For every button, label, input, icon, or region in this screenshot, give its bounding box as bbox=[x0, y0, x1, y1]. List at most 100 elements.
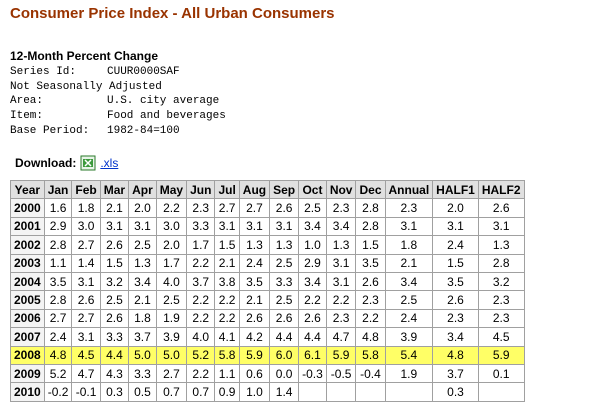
value-cell: 2.2 bbox=[214, 290, 240, 310]
value-cell: 0.1 bbox=[477, 363, 525, 384]
value-cell: 3.3 bbox=[186, 216, 216, 237]
value-cell: 3.7 bbox=[186, 271, 216, 292]
value-cell: 1.7 bbox=[186, 235, 216, 255]
value-cell: 2.6 bbox=[355, 271, 386, 292]
value-cell: 3.4 bbox=[128, 271, 157, 292]
value-cell: 2.7 bbox=[71, 235, 101, 255]
value-cell: 3.1 bbox=[325, 253, 357, 273]
value-cell: 2.4 bbox=[238, 253, 271, 273]
value-cell: 1.8 bbox=[384, 235, 434, 255]
column-header: Apr bbox=[128, 179, 157, 200]
series-metadata: Series Id: CUUR0000SAF Not Seasonally Adju… bbox=[10, 65, 226, 139]
value-cell: 3.1 bbox=[238, 216, 271, 237]
value-cell: 2.1 bbox=[99, 198, 130, 218]
value-cell: 3.7 bbox=[128, 327, 157, 347]
value-cell: 2.3 bbox=[477, 290, 525, 310]
value-cell: 3.4 bbox=[432, 327, 479, 347]
value-cell: 2.2 bbox=[298, 290, 327, 310]
value-cell: -0.3 bbox=[298, 363, 327, 384]
value-cell: 2.1 bbox=[128, 290, 157, 310]
meta-label: Series Id: bbox=[10, 66, 77, 78]
column-header: Oct bbox=[298, 179, 327, 200]
column-header: Dec bbox=[355, 179, 386, 200]
column-header: Sep bbox=[269, 179, 300, 200]
year-cell: 2007 bbox=[10, 327, 45, 347]
value-cell: 5.2 bbox=[186, 345, 216, 365]
value-cell: 1.1 bbox=[43, 253, 73, 273]
value-cell: 2.5 bbox=[298, 198, 327, 218]
value-cell: 2.3 bbox=[325, 198, 357, 218]
year-cell: 2010 bbox=[10, 382, 45, 402]
value-cell: 0.7 bbox=[186, 382, 216, 402]
value-cell: 0.3 bbox=[99, 382, 130, 402]
year-cell: 2008 bbox=[10, 345, 45, 365]
year-cell: 2000 bbox=[10, 198, 45, 218]
value-cell: 1.0 bbox=[298, 235, 327, 255]
data-row: 2009 5.2 4.7 4.3 3.3 2.7 2.2 1.1 0.6 0.0 -0.3 -0.5-… bbox=[10, 363, 525, 384]
data-row: 2005 2.8 2.6 2.5 2.1 2.5 2.2 2.2 2.1 2.5 2.2 2.2 2.3… bbox=[10, 290, 525, 310]
meta-label: Base Period: bbox=[10, 124, 90, 137]
value-cell: 2.0 bbox=[128, 198, 157, 218]
value-cell: 0.5 bbox=[128, 382, 157, 402]
column-header: Year bbox=[10, 179, 45, 200]
value-cell bbox=[477, 382, 525, 402]
value-cell: 2.6 bbox=[238, 308, 271, 329]
meta-line: Series Id: CUUR0000SAF bbox=[10, 65, 226, 80]
value-cell: 1.5 bbox=[214, 235, 240, 255]
value-cell: 1.8 bbox=[71, 198, 101, 218]
value-cell: 3.9 bbox=[384, 327, 434, 347]
value-cell: 3.1 bbox=[128, 216, 157, 237]
value-cell: 3.4 bbox=[325, 216, 357, 237]
value-cell: 3.4 bbox=[384, 271, 434, 292]
value-cell: 2.1 bbox=[238, 290, 271, 310]
value-cell: 2.7 bbox=[238, 198, 271, 218]
value-cell: 4.3 bbox=[99, 363, 130, 384]
value-cell: 2.6 bbox=[432, 290, 479, 310]
value-cell: 2.2 bbox=[214, 308, 240, 329]
cpi-table: Year Jan Feb Mar Apr May Jun Jul Aug Sep Oct Nov Dec… bbox=[10, 179, 525, 402]
value-cell: 3.1 bbox=[71, 271, 101, 292]
value-cell: 2.5 bbox=[128, 235, 157, 255]
value-cell: 3.1 bbox=[269, 216, 300, 237]
column-header: Mar bbox=[99, 179, 130, 200]
meta-label: Area: bbox=[10, 95, 44, 108]
value-cell: 2.4 bbox=[43, 327, 73, 347]
value-cell: 2.1 bbox=[384, 253, 434, 273]
value-cell: 4.8 bbox=[43, 345, 73, 365]
value-cell: 6.0 bbox=[269, 345, 300, 365]
value-cell: 5.2 bbox=[43, 363, 73, 384]
value-cell: 3.3 bbox=[269, 271, 300, 292]
value-cell: 1.0 bbox=[238, 382, 271, 402]
meta-line: Item: Food and beverages bbox=[10, 109, 226, 124]
value-cell: 2.7 bbox=[71, 308, 101, 329]
value-cell: 1.9 bbox=[384, 363, 434, 384]
value-cell: 2.7 bbox=[43, 308, 73, 329]
value-cell bbox=[355, 382, 386, 402]
meta-label: Not Seasonally Adjusted bbox=[10, 80, 162, 93]
value-cell: 2.3 bbox=[384, 198, 434, 218]
value-cell: 4.0 bbox=[186, 327, 216, 347]
value-cell: 4.2 bbox=[238, 327, 271, 347]
value-cell: 4.4 bbox=[99, 345, 130, 365]
value-cell: 2.6 bbox=[99, 308, 130, 329]
column-header: HALF1 bbox=[432, 179, 479, 200]
value-cell: -0.2 bbox=[43, 382, 73, 402]
year-cell: 2005 bbox=[10, 290, 45, 310]
value-cell: 4.8 bbox=[432, 345, 479, 365]
data-row: 2002 2.8 2.7 2.6 2.5 2.0 1.7 1.5 1.3 1.3 1.0 1.3 1.5… bbox=[10, 235, 525, 255]
value-cell: 1.3 bbox=[128, 253, 157, 273]
value-cell: 2.6 bbox=[269, 198, 300, 218]
year-cell: 2006 bbox=[10, 308, 45, 329]
value-cell: 3.4 bbox=[298, 216, 327, 237]
value-cell: 3.1 bbox=[432, 216, 479, 237]
column-header: Annual bbox=[384, 179, 434, 200]
xls-link[interactable]: .xls bbox=[100, 156, 119, 170]
data-row: 2004 3.5 3.1 3.2 3.4 4.0 3.7 3.8 3.5 3.3 3.4 3.1 2.6… bbox=[10, 271, 525, 292]
download-label: Download: bbox=[15, 156, 77, 170]
value-cell: 2.5 bbox=[269, 253, 300, 273]
value-cell: 2.5 bbox=[384, 290, 434, 310]
value-cell: 5.0 bbox=[155, 345, 188, 365]
value-cell: 1.4 bbox=[269, 382, 300, 402]
value-cell: 2.1 bbox=[214, 253, 240, 273]
value-cell: 5.9 bbox=[325, 345, 357, 365]
